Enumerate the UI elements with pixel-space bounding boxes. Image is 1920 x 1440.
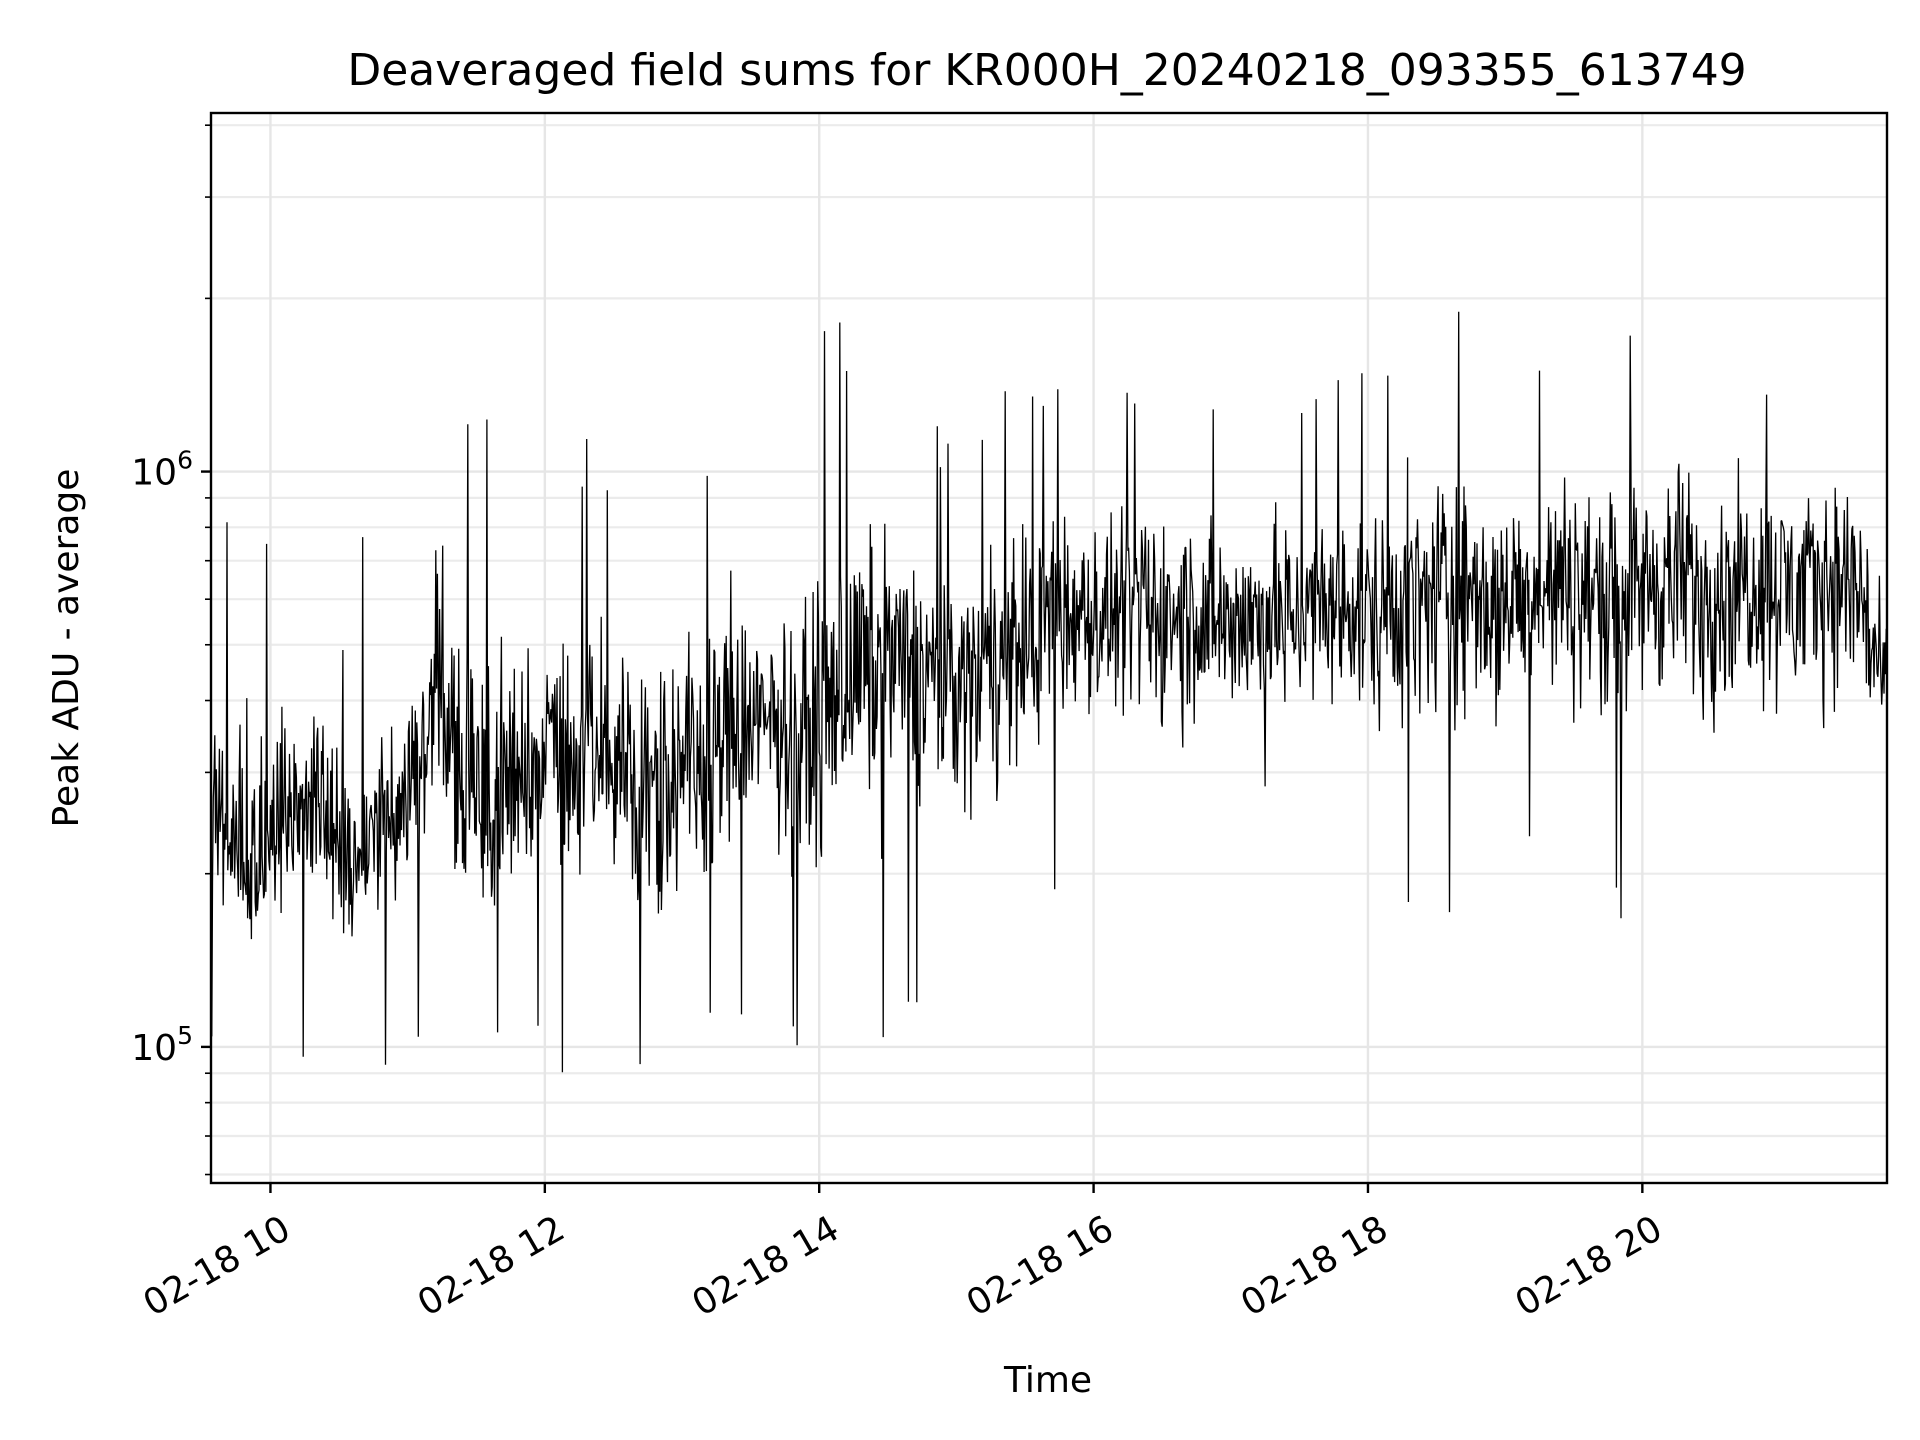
plot-area: [210, 311, 1888, 1073]
series-line: [210, 311, 1888, 1073]
y-axis-label: Peak ADU - average: [46, 469, 87, 828]
chart-title: Deaveraged field sums for KR000H_2024021…: [347, 45, 1746, 96]
grid: [211, 113, 1887, 1183]
axes-frame: [209, 111, 1889, 1185]
x-axis-label: Time: [1003, 1360, 1092, 1401]
